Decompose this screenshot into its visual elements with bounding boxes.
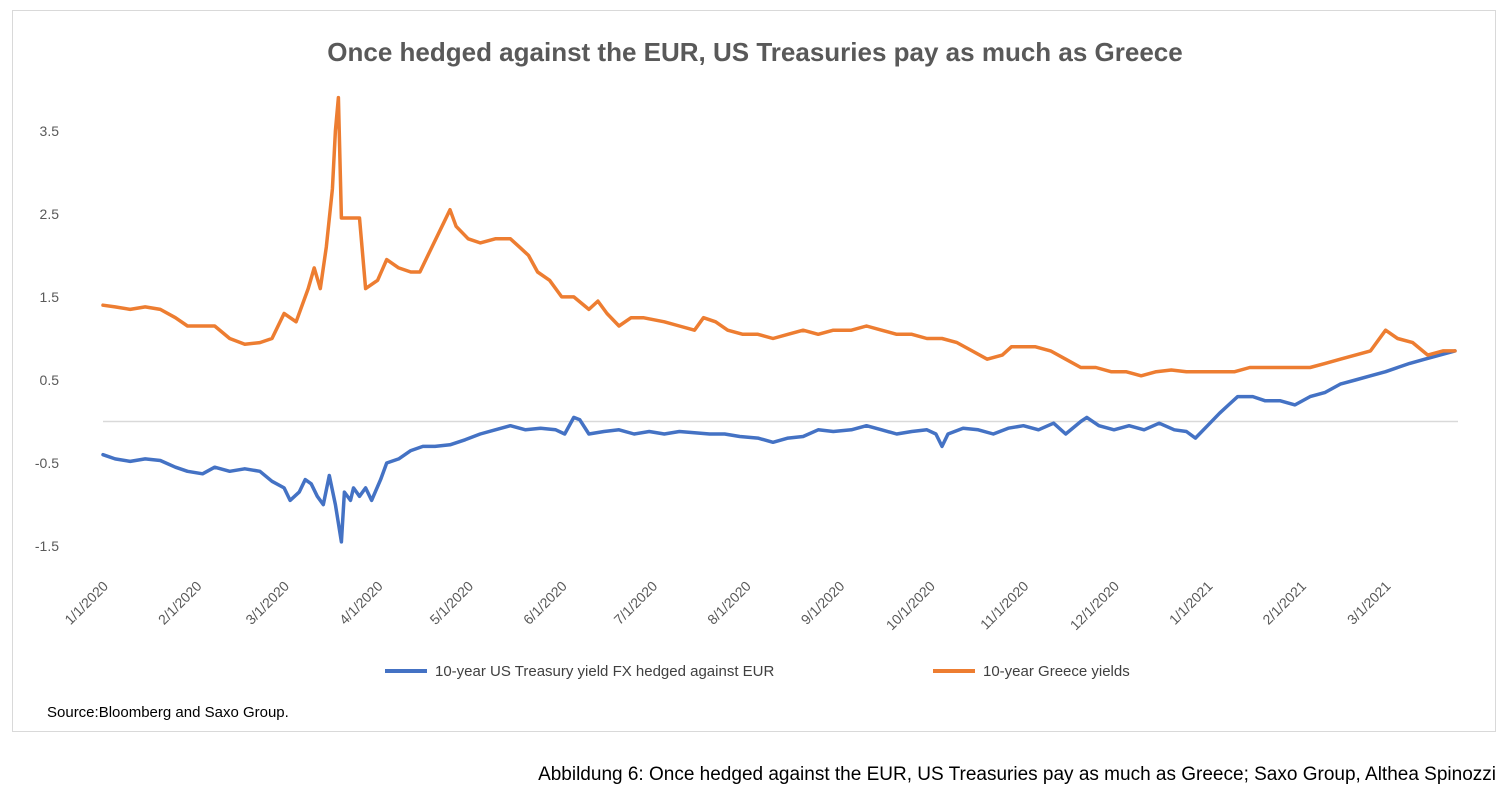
y-tick-label: 0.5 — [40, 372, 60, 388]
x-tick-label: 11/1/2020 — [977, 578, 1032, 633]
y-tick-label: 1.5 — [40, 289, 60, 305]
x-tick-label: 2/1/2021 — [1259, 578, 1309, 628]
y-tick-label: -1.5 — [35, 538, 59, 554]
x-tick-label: 12/1/2020 — [1067, 578, 1123, 634]
line-chart: Once hedged against the EUR, US Treasuri… — [35, 37, 1458, 721]
x-tick-label: 4/1/2020 — [336, 578, 386, 628]
x-tick-label: 3/1/2021 — [1344, 578, 1394, 628]
x-tick-label: 2/1/2020 — [155, 578, 205, 628]
x-tick-label: 5/1/2020 — [426, 578, 476, 628]
x-tick-label: 9/1/2020 — [798, 578, 848, 628]
series-line-greece — [101, 95, 1457, 378]
x-tick-label: 3/1/2020 — [242, 578, 292, 628]
series-line-us-treasury — [101, 349, 1457, 544]
figure-caption: Abbildung 6: Once hedged against the EUR… — [538, 764, 1496, 785]
chart-title: Once hedged against the EUR, US Treasuri… — [327, 37, 1182, 67]
y-tick-label: 2.5 — [40, 206, 60, 222]
x-tick-label: 1/1/2020 — [61, 578, 111, 628]
x-tick-label: 8/1/2020 — [704, 578, 754, 628]
source-note: Source:Bloomberg and Saxo Group. — [47, 704, 289, 721]
y-tick-label: -0.5 — [35, 455, 59, 471]
chart-frame: Once hedged against the EUR, US Treasuri… — [12, 10, 1496, 732]
x-tick-label: 1/1/2021 — [1166, 578, 1216, 628]
x-tick-label: 10/1/2020 — [883, 578, 939, 634]
legend-label-greece: 10-year Greece yields — [983, 663, 1130, 680]
x-tick-label: 7/1/2020 — [611, 578, 661, 628]
y-tick-label: 3.5 — [40, 123, 60, 139]
legend-label-us: 10-year US Treasury yield FX hedged agai… — [435, 663, 774, 680]
legend: 10-year US Treasury yield FX hedged agai… — [385, 663, 1130, 680]
x-tick-label: 6/1/2020 — [520, 578, 570, 628]
plot-area: 3.5 2.5 1.5 0.5 -0.5 -1.5 1/1/2020 2/1/2020 3/1/… — [35, 95, 1458, 634]
